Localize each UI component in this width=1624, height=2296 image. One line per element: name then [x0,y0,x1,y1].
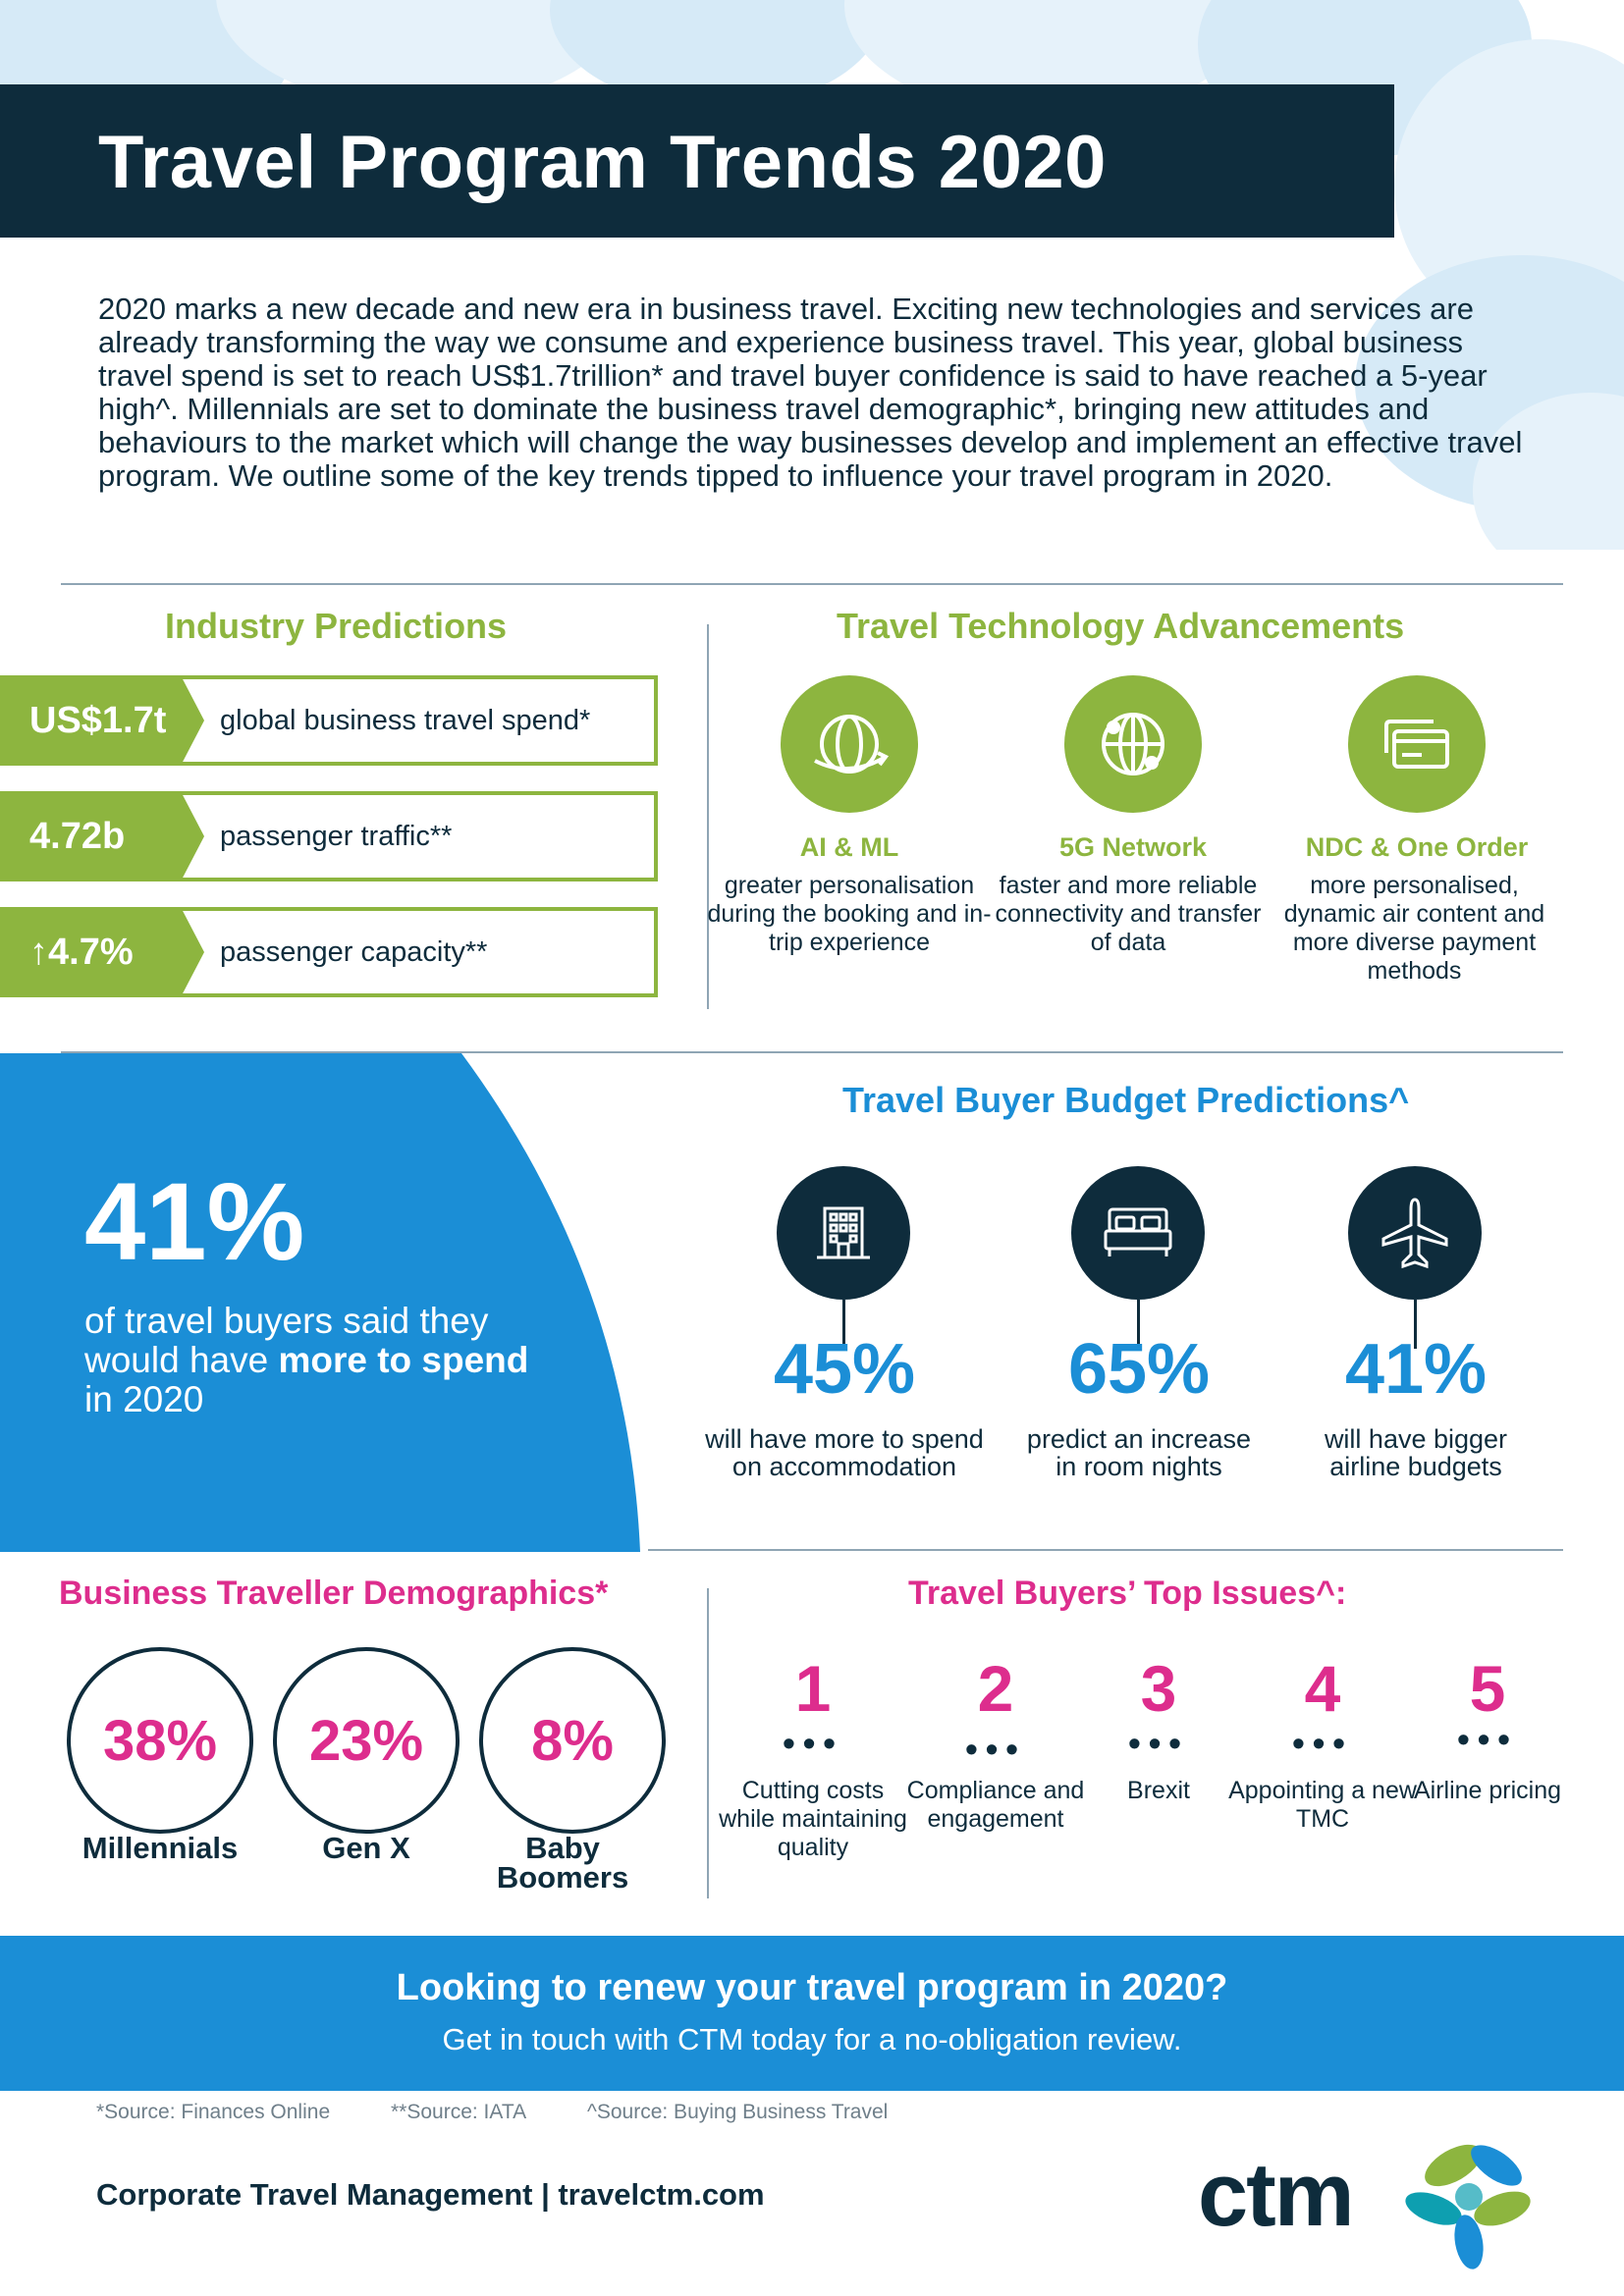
demographic-label: Baby Boomers [496,1831,629,1895]
spend-description-bold: more to spend [278,1340,529,1380]
tech-description: greater personalisation during the booki… [707,872,992,956]
prediction-row: US$1.7t global business travel spend* [0,675,658,766]
issue-number: 3 [1140,1652,1177,1725]
budget-description: will have more to spend on accommodation [705,1424,984,1481]
budget-description: predict an increase in room nights [1026,1424,1252,1481]
issue-number: 5 [1469,1652,1506,1725]
orbit-icon [781,675,918,813]
industry-heading: Industry Predictions [165,606,508,646]
ctm-logo-icon [1405,2144,1531,2269]
issue-number: 1 [794,1652,832,1725]
budget-stem [1414,1300,1417,1349]
source-note: ^Source: Buying Business Travel [587,2101,889,2123]
demographic-label: Millennials [81,1831,239,1865]
dots-icon: ••• [965,1729,1026,1769]
building-icon [777,1166,910,1300]
issue-description: Appointing a new TMC [1228,1777,1417,1833]
demographic-percentage: 8% [531,1708,614,1773]
prediction-label: global business travel spend* [220,705,591,736]
dots-icon: ••• [1292,1723,1353,1763]
budget-stem [1137,1300,1140,1349]
tech-title: AI & ML [799,832,899,862]
issue-number: 4 [1304,1652,1341,1725]
footer-text: Corporate Travel Management | travelctm.… [96,2177,765,2212]
title-banner [0,84,1394,238]
prediction-value: US$1.7t [4,675,204,766]
demographic-percentage: 23% [308,1708,424,1773]
issue-description: Cutting costs while maintaining quality [719,1777,907,1861]
demographics-heading: Business Traveller Demographics* [59,1575,609,1612]
vertical-divider [707,1588,709,1898]
prediction-row: 4.72b passenger traffic** [0,791,658,881]
vertical-divider [707,624,709,1009]
demographic-percentage: 38% [102,1708,218,1773]
dots-icon: ••• [1128,1723,1189,1763]
demographic-circle: 23% [273,1647,460,1834]
budget-heading: Travel Buyer Budget Predictions^ [842,1080,1410,1120]
tech-title: 5G Network [1058,832,1208,862]
budget-percentage: 41% [1344,1330,1488,1409]
spend-description-pre: of travel buyers said they would have [84,1301,489,1380]
issue-description: Compliance and engagement [906,1777,1085,1833]
source-note: *Source: Finances Online [96,2101,331,2123]
demographic-label: Gen X [322,1831,410,1865]
cta-banner [0,1936,1624,2091]
intro-paragraph: 2020 marks a new decade and new era in b… [98,292,1523,493]
tech-description: faster and more reliable connectivity an… [995,872,1262,956]
demographic-circle: 8% [479,1647,666,1834]
issue-description: Brexit [1127,1777,1190,1804]
issue-number: 2 [977,1652,1014,1725]
prediction-row: ↑4.7% passenger capacity** [0,907,658,997]
tech-description: more personalised, dynamic air content a… [1283,872,1545,985]
demographic-circle: 38% [67,1647,253,1834]
prediction-value: ↑4.7% [4,907,204,997]
tech-heading: Travel Technology Advancements [837,606,1405,646]
tech-title: NDC & One Order [1305,832,1529,862]
spend-description-post: in 2020 [84,1379,204,1419]
spend-panel [0,1053,640,1552]
globe-network-icon [1064,675,1202,813]
dots-icon: ••• [1457,1719,1518,1759]
source-note: **Source: IATA [391,2101,527,2123]
budget-description: will have bigger airline budgets [1324,1424,1508,1481]
issues-heading: Travel Buyers’ Top Issues^: [908,1575,1347,1612]
credit-card-icon [1348,675,1486,813]
prediction-label: passenger traffic** [220,821,453,852]
spend-description: of travel buyers said they would have mo… [84,1302,556,1419]
budget-stem [842,1300,845,1349]
prediction-value: 4.72b [4,791,204,881]
divider [648,1549,1563,1551]
budget-percentage: 65% [1067,1330,1211,1409]
page-title: Travel Program Trends 2020 [98,121,1107,204]
cta-subheading: Get in touch with CTM today for a no-obl… [442,2022,1182,2056]
issue-description: Airline pricing [1413,1777,1562,1804]
budget-percentage: 45% [773,1330,916,1409]
divider [61,583,1563,585]
airplane-icon [1348,1166,1482,1300]
cta-heading: Looking to renew your travel program in … [396,1967,1228,2008]
prediction-label: passenger capacity** [220,936,488,968]
ctm-logo-text: ctm [1198,2145,1355,2245]
spend-percentage: 41% [84,1160,305,1283]
dots-icon: ••• [783,1723,843,1763]
divider [61,1051,1563,1053]
bed-icon [1071,1166,1205,1300]
